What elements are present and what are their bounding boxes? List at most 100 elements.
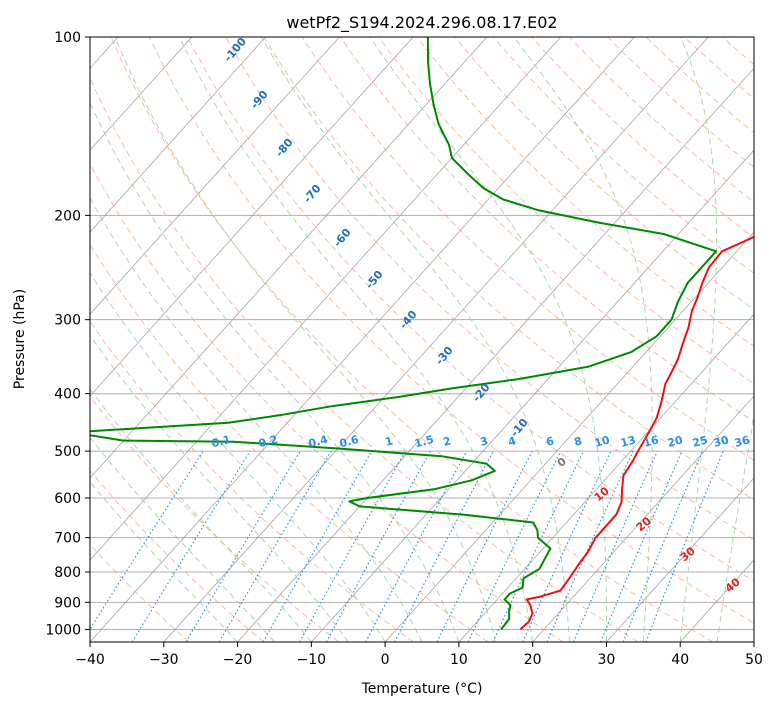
moist-adiabat-line [178,37,534,642]
moist-adiabats [90,37,754,642]
isotherm-line [311,149,754,642]
moist-adiabat-line [260,37,571,642]
mixing-ratio-line [90,450,204,630]
x-tick-label: −40 [75,652,105,668]
x-tick-label: −30 [149,652,179,668]
y-tick-label: 400 [54,387,81,403]
mixing-ratio-lines [90,450,724,642]
dry-adiabat-line [90,395,339,642]
x-tick-label: 30 [598,652,616,668]
mixing-ratio-line [131,450,251,642]
sounding-profiles [90,37,754,631]
mixing-ratio-line [436,450,533,642]
isotherm-line [90,37,635,642]
mixing-ratio-label: 30 [712,433,730,450]
isotherm-line [90,37,488,479]
mixing-ratio-line [573,450,658,642]
mixing-ratio-label: 0.1 [210,433,232,451]
isotherm-line [90,37,414,397]
x-tick-label: −20 [223,652,253,668]
dry-adiabat-line [110,37,713,642]
mixing-ratio-label: 3 [479,434,490,449]
isotherm-line [90,37,266,233]
x-tick-label: 50 [745,652,763,668]
y-tick-label: 100 [54,30,81,46]
isotherm-line [90,37,340,315]
y-tick-label: 1000 [45,622,81,638]
x-tick-label: 0 [381,652,390,668]
plot-frame [89,36,755,643]
moist-adiabat-line [90,481,238,642]
dry-adiabat-line [148,37,754,624]
isotherm-gridlines [90,37,754,642]
dry-adiabat-line [90,543,190,642]
y-axis-title: Pressure (hPa) [12,289,28,389]
dry-adiabat-line [90,469,265,642]
mixing-ratio-label: 20 [666,433,684,450]
mixing-ratio-label: 16 [642,433,660,450]
isotherm-line [606,477,754,642]
moist-adiabat-line [114,37,497,642]
mixing-ratio-label: 8 [573,434,584,449]
x-tick-label: 10 [450,652,468,668]
mixing-ratio-label: 13 [619,433,637,450]
y-tick-label: 500 [54,444,81,460]
moist-adiabat-line [90,101,460,642]
dry-adiabat-line [378,37,754,385]
y-tick-label: 600 [54,491,81,507]
mixing-ratio-label: 0.2 [257,433,279,451]
mixing-ratio-line [299,450,407,642]
x-axis-title: Temperature (°C) [361,681,483,697]
mixing-ratio-label: 4 [507,434,518,449]
isotherm-line [163,37,709,642]
y-tick-label: 200 [54,208,81,224]
y-axis: 100 200 300 400 500 600 700 800 900 1000 [45,30,90,638]
dry-adiabat-line [416,37,754,347]
dry-adiabat-line [454,37,754,310]
y-tick-label: 300 [54,313,81,329]
mixing-ratio-line [546,450,634,642]
moist-adiabat-line [369,37,607,642]
isotherm-line [237,67,754,642]
moist-adiabat-line [90,334,349,642]
dry-adiabat-line [90,162,564,642]
mixing-ratio-label: 6 [545,434,556,449]
mixing-ratio-label: 10 [593,433,611,450]
moist-adiabat-line [716,414,754,642]
moist-adiabat-line [513,37,653,642]
x-tick-label: 40 [671,652,689,668]
y-tick-label: 800 [54,565,81,581]
chart-title: wetPf2_S194.2024.296.08.17.E02 [286,13,557,33]
moist-adiabat-line [90,272,386,642]
dry-adiabat-line [90,320,414,642]
mixing-ratio-label: 2 [442,434,453,449]
moist-adiabat-line [90,436,275,642]
mixing-ratio-label: 1.5 [413,433,435,451]
mixing-ratio-line [365,450,468,642]
mixing-ratio-label: 0.4 [307,433,330,451]
mixing-ratio-label: 36 [733,433,751,450]
moist-adiabat-line [90,388,312,642]
isotherm-line [90,37,193,151]
mixing-ratio-line [645,450,724,642]
dry-adiabats [90,37,754,642]
x-axis: −40 −30 −20 −10 0 10 20 30 40 50 [75,642,763,668]
isotherm-line [458,313,754,642]
moist-adiabat-line [679,37,718,642]
mixing-ratio-label: 25 [691,433,709,450]
dewpoint-profile [90,37,718,631]
mixing-ratio-line [600,450,683,642]
mixing-ratio-line [325,450,431,642]
isotherm-line [532,395,754,642]
isotherm-line [90,37,562,561]
y-tick-label: 700 [54,531,81,547]
mixing-ratio-label: 0.6 [338,433,361,451]
dry-adiabat-line [90,243,489,642]
x-tick-label: 20 [524,652,542,668]
y-tick-label: 900 [54,595,81,611]
temperature-profile [519,235,754,631]
x-tick-label: −10 [297,652,327,668]
isotherm-line [384,231,754,642]
mixing-ratio-label: 1 [384,434,395,449]
